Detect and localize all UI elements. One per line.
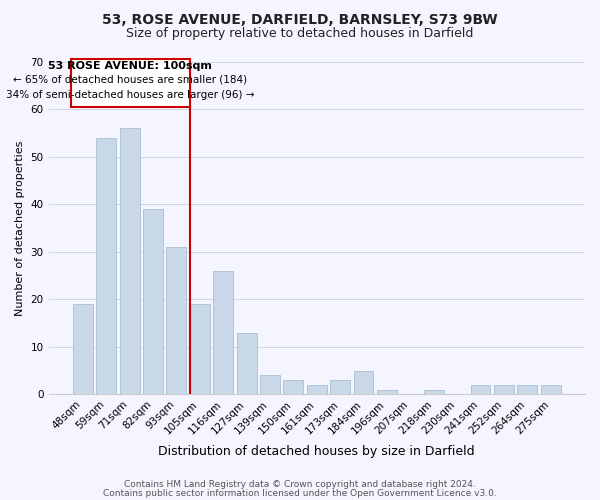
Bar — [213, 271, 233, 394]
Text: 34% of semi-detached houses are larger (96) →: 34% of semi-detached houses are larger (… — [6, 90, 254, 100]
Bar — [353, 370, 373, 394]
Bar — [71, 59, 190, 106]
Y-axis label: Number of detached properties: Number of detached properties — [15, 140, 25, 316]
Bar — [166, 247, 187, 394]
Bar — [517, 385, 537, 394]
Text: Contains public sector information licensed under the Open Government Licence v3: Contains public sector information licen… — [103, 488, 497, 498]
Bar — [307, 385, 327, 394]
Bar — [143, 209, 163, 394]
Bar — [73, 304, 93, 394]
Text: Size of property relative to detached houses in Darfield: Size of property relative to detached ho… — [127, 28, 473, 40]
Bar — [283, 380, 304, 394]
Text: 53, ROSE AVENUE, DARFIELD, BARNSLEY, S73 9BW: 53, ROSE AVENUE, DARFIELD, BARNSLEY, S73… — [102, 12, 498, 26]
Bar — [236, 332, 257, 394]
Bar — [190, 304, 210, 394]
Text: 53 ROSE AVENUE: 100sqm: 53 ROSE AVENUE: 100sqm — [49, 62, 212, 72]
Bar — [260, 376, 280, 394]
Bar — [377, 390, 397, 394]
Bar — [424, 390, 443, 394]
Bar — [494, 385, 514, 394]
Bar — [330, 380, 350, 394]
Bar — [120, 128, 140, 394]
Bar — [541, 385, 560, 394]
X-axis label: Distribution of detached houses by size in Darfield: Distribution of detached houses by size … — [158, 444, 475, 458]
Bar — [97, 138, 116, 394]
Text: ← 65% of detached houses are smaller (184): ← 65% of detached houses are smaller (18… — [13, 74, 247, 85]
Bar — [470, 385, 490, 394]
Text: Contains HM Land Registry data © Crown copyright and database right 2024.: Contains HM Land Registry data © Crown c… — [124, 480, 476, 489]
